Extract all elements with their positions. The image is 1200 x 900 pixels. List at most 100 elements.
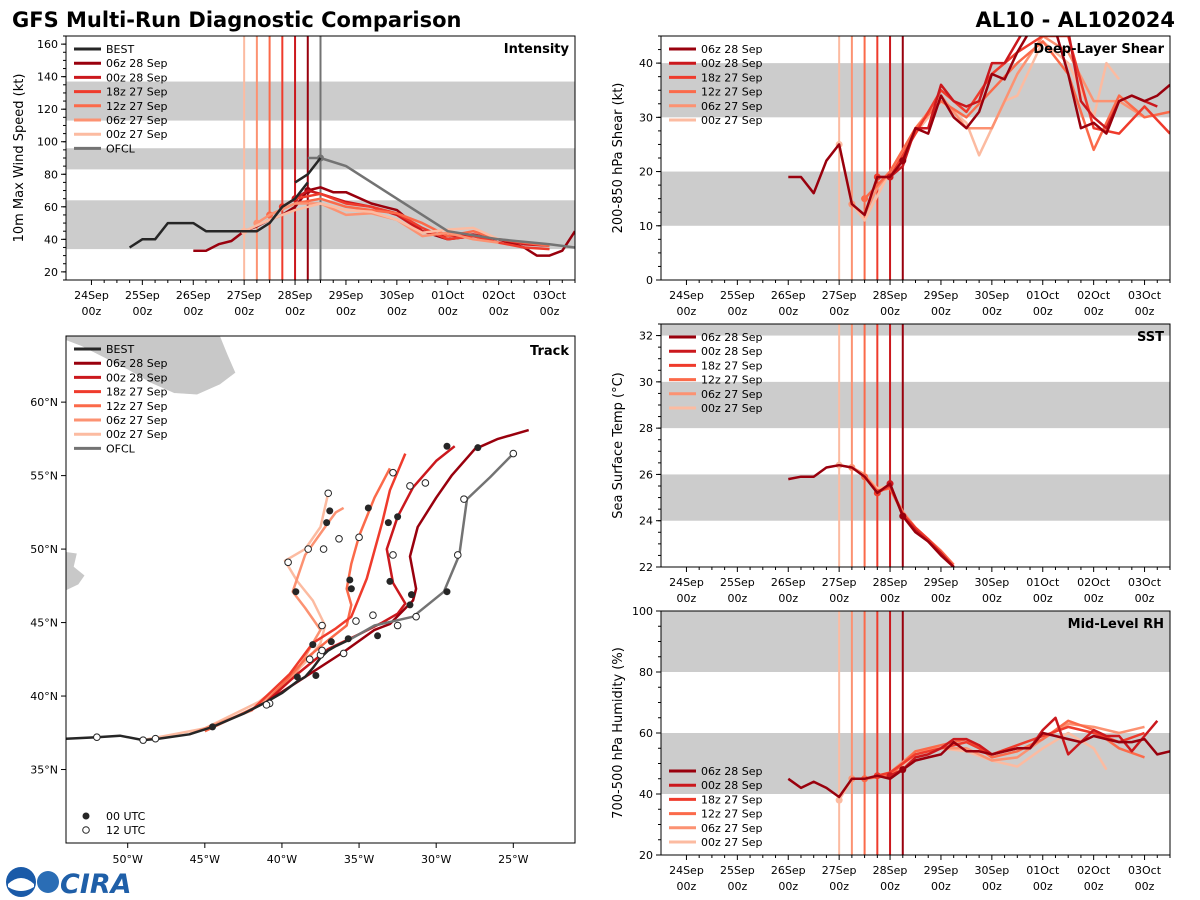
- track-legend-label: 18z 27 Sep: [106, 386, 168, 399]
- rh-xtick-label: 28Sep: [873, 864, 908, 877]
- rh-xtick-label-hour: 00z: [880, 880, 900, 893]
- sst-xtick-label: 03Oct: [1128, 576, 1162, 589]
- rh-ytick-label: 60: [639, 727, 653, 740]
- intensity-xtick-label: 02Oct: [482, 289, 516, 302]
- track-00utc-marker: [364, 504, 372, 512]
- shear-xtick-label: 24Sep: [669, 289, 704, 302]
- shear-xtick-label: 02Oct: [1077, 289, 1111, 302]
- sst-ytick-label: 30: [639, 376, 653, 389]
- rh-xtick-label: 26Sep: [771, 864, 806, 877]
- shear-xtick-label: 25Sep: [720, 289, 755, 302]
- track-12utc-marker: [139, 736, 147, 744]
- shear-panel: 0 10 20 30 40 24Sep 00z 25Sep 00z 26Sep 00z 27Sep 00…: [611, 35, 1171, 318]
- sst-series-line: [788, 463, 955, 567]
- sst-xtick-label-hour: 00z: [1084, 592, 1104, 605]
- sst-band: [661, 474, 1170, 521]
- rh-xtick-label-hour: 00z: [778, 880, 798, 893]
- intensity-xtick-label-hour: 00z: [183, 305, 203, 318]
- intensity-panel: 20 40 60 80 100 120 140 160 24Sep 00z 25Sep 00z 26Se…: [12, 35, 576, 318]
- track-12utc-marker: [355, 533, 363, 542]
- intensity-xtick-label: 29Sep: [329, 289, 364, 302]
- intensity-ytick-label: 140: [37, 71, 58, 84]
- track-series-line: [350, 452, 515, 640]
- shear-ytick-label: 20: [639, 166, 653, 179]
- rh-xtick-label: 25Sep: [720, 864, 755, 877]
- intensity-series-line: [294, 157, 322, 184]
- intensity-xtick-label: 25Sep: [125, 289, 160, 302]
- track-12utc-marker: [389, 551, 397, 559]
- rh-xtick-label-hour: 00z: [677, 880, 697, 893]
- rh-init-point: [835, 796, 843, 804]
- shear-legend-label: 00z 28 Sep: [701, 57, 763, 70]
- sst-legend-label: 00z 27 Sep: [701, 402, 763, 415]
- track-12utc-marker: [318, 646, 326, 655]
- shear-title: Deep-Layer Shear: [1033, 42, 1164, 57]
- track-series-line: [204, 467, 392, 733]
- track-00utc-marker: [327, 638, 335, 646]
- rh-xtick-label-hour: 00z: [931, 880, 951, 893]
- track-legend-label: 00z 28 Sep: [106, 371, 168, 384]
- track-00utc-marker: [394, 513, 402, 521]
- intensity-xtick-label-hour: 00z: [285, 305, 305, 318]
- intensity-xtick-label: 01Oct: [431, 289, 465, 302]
- track-00utc-marker: [323, 519, 331, 527]
- legend-12utc-label: 12 UTC: [106, 824, 146, 837]
- intensity-title: Intensity: [504, 42, 570, 57]
- sst-ytick-label: 26: [639, 468, 653, 481]
- sst-ytick-label: 24: [639, 515, 653, 528]
- track-12utc-marker: [389, 468, 397, 477]
- rh-xtick-label-hour: 00z: [1033, 880, 1053, 893]
- intensity-xtick-label: 24Sep: [74, 289, 109, 302]
- intensity-series-line: [281, 192, 550, 251]
- rh-xtick-label-hour: 00z: [1084, 880, 1104, 893]
- track-12utc-marker: [284, 558, 292, 567]
- intensity-legend-label: 18z 27 Sep: [106, 86, 168, 99]
- sst-title: SST: [1137, 330, 1164, 345]
- intensity-series-line: [128, 181, 309, 249]
- shear-ytick-label: 10: [639, 220, 653, 233]
- rh-legend-label: 00z 28 Sep: [701, 779, 763, 792]
- intensity-xtick-label-hour: 00z: [489, 305, 509, 318]
- shear-xtick-label-hour: 00z: [1084, 305, 1104, 318]
- rh-series-line: [787, 731, 1170, 799]
- shear-xtick-label-hour: 00z: [677, 305, 697, 318]
- sst-xtick-label: 25Sep: [720, 576, 755, 589]
- shear-ylabel: 200-850 hPa Shear (kt): [611, 83, 626, 234]
- shear-xtick-label-hour: 00z: [1033, 305, 1053, 318]
- track-00utc-marker: [474, 444, 482, 452]
- sst-panel: 22 24 26 28 30 32 24Sep 00z 25Sep 00z 26Sep 00z 27Se…: [611, 323, 1171, 605]
- shear-xtick-label-hour: 00z: [880, 305, 900, 318]
- sst-xtick-label-hour: 00z: [1135, 592, 1155, 605]
- storm-id: AL10 - AL102024: [976, 8, 1176, 32]
- intensity-ytick-label: 60: [44, 201, 58, 214]
- intensity-legend-label: 12z 27 Sep: [106, 100, 168, 113]
- sst-xtick-label: 28Sep: [873, 576, 908, 589]
- track-ytick-label: 45°N: [30, 617, 58, 630]
- intensity-xtick-label-hour: 00z: [540, 305, 560, 318]
- track-12utc-marker: [460, 495, 468, 503]
- shear-xtick-label-hour: 00z: [778, 305, 798, 318]
- shear-xtick-label-hour: 00z: [982, 305, 1002, 318]
- track-12utc-marker: [453, 551, 462, 559]
- rh-xtick-label: 29Sep: [924, 864, 959, 877]
- track-12utc-marker: [421, 479, 430, 487]
- intensity-legend-label: OFCL: [106, 142, 136, 155]
- sst-xtick-label-hour: 00z: [829, 592, 849, 605]
- track-legend-label: BEST: [106, 343, 134, 356]
- rh-xtick-label-hour: 00z: [727, 880, 747, 893]
- intensity-legend-label: BEST: [106, 43, 134, 56]
- track-series-line: [265, 428, 530, 703]
- greenland-land: [66, 336, 237, 396]
- track-series-line: [142, 492, 330, 742]
- track-00utc-marker: [292, 588, 300, 596]
- rh-xtick-label-hour: 00z: [982, 880, 1002, 893]
- rh-xtick-label: 30Sep: [974, 864, 1009, 877]
- intensity-ytick-label: 40: [44, 233, 58, 246]
- rh-legend-label: 12z 27 Sep: [701, 808, 763, 821]
- intensity-xtick-label-hour: 00z: [387, 305, 407, 318]
- track-12utc-marker: [335, 535, 343, 543]
- intensity-xtick-label-hour: 00z: [438, 305, 458, 318]
- rh-title: Mid-Level RH: [1068, 617, 1164, 632]
